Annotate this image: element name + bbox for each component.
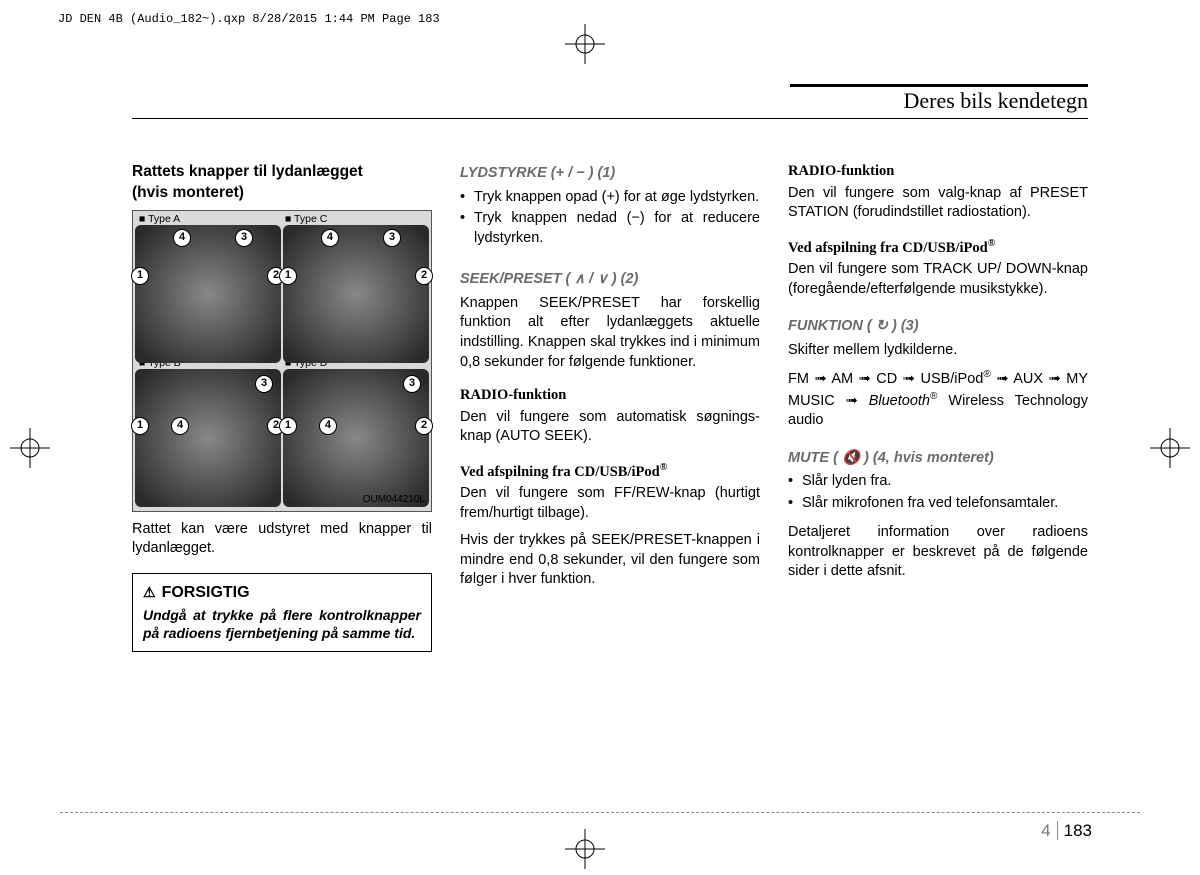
radio-body-1: Den vil fungere som automatisk søgnings-… xyxy=(460,408,760,447)
radio-body-2: Den vil fungere som valg-knap af PRESET … xyxy=(788,184,1088,223)
print-slug: JD DEN 4B (Audio_182~).qxp 8/28/2015 1:4… xyxy=(58,12,440,26)
mute-list: Slår lyden fra. Slår mikrofonen fra ved … xyxy=(788,472,1088,513)
crop-mark-top xyxy=(565,24,605,64)
caution-title: FORSIGTIG xyxy=(143,582,421,604)
fig-panel-d: 1 2 3 4 xyxy=(283,369,429,507)
function-body-1: Skifter mellem lydkilderne. xyxy=(788,341,1088,361)
crop-mark-right xyxy=(1150,428,1190,468)
callout-3: 3 xyxy=(403,375,421,393)
caution-box: FORSIGTIG Undgå at trykke på flere kontr… xyxy=(132,573,432,652)
heading-cd-1: Ved afspilning fra CD/USB/iPod® xyxy=(460,461,760,482)
column-1: Rattets knapper til lydanlægget (hvis mo… xyxy=(132,162,432,652)
cd-body-2: Hvis der trykkes på SEEK/PRESET-knappen … xyxy=(460,531,760,590)
callout-4: 4 xyxy=(319,417,337,435)
cd-body-3: Den vil fungere som TRACK UP/ DOWN-knap … xyxy=(788,260,1088,299)
callout-3: 3 xyxy=(235,229,253,247)
footer-rule xyxy=(60,812,1140,813)
callout-4: 4 xyxy=(173,229,191,247)
heading-function: FUNKTION ( ↻ ) (3) xyxy=(788,317,1088,337)
chapter-number: 4 xyxy=(1041,821,1057,840)
col1-heading: Rattets knapper til lydanlægget (hvis mo… xyxy=(132,162,432,204)
content-area: Rattets knapper til lydanlægget (hvis mo… xyxy=(132,162,1088,652)
heading-cd-2: Ved afspilning fra CD/USB/iPod® xyxy=(788,237,1088,258)
heading-volume: LYDSTYRKE (+ / − ) (1) xyxy=(460,164,760,184)
col1-body: Rattet kan være udstyret med knapper til… xyxy=(132,520,432,559)
col1-heading-line1: Rattets knapper til lydanlægget xyxy=(132,163,363,180)
column-2: LYDSTYRKE (+ / − ) (1) Tryk knappen opad… xyxy=(460,162,760,652)
crop-mark-bottom xyxy=(565,829,605,869)
outro-text: Detaljeret information over radioens kon… xyxy=(788,523,1088,582)
caution-body: Undgå at trykke på flere kontrolknapper … xyxy=(143,606,421,644)
callout-3: 3 xyxy=(255,375,273,393)
volume-item-up: Tryk knappen opad (+) for at øge lydstyr… xyxy=(460,188,760,208)
page-number: 4 183 xyxy=(1041,821,1092,841)
callout-1: 1 xyxy=(279,417,297,435)
callout-2: 2 xyxy=(415,267,433,285)
cd-body-1: Den vil fungere som FF/REW-knap (hurtigt… xyxy=(460,484,760,523)
heading-mute: MUTE ( 🔇 ) (4, hvis monteret) xyxy=(788,449,1088,469)
mute-item-2: Slår mikrofonen fra ved telefonsamtaler. xyxy=(788,494,1088,514)
callout-4: 4 xyxy=(171,417,189,435)
header-accent xyxy=(790,84,1088,87)
heading-radio-func-2: RADIO-funktion xyxy=(788,162,1088,182)
function-body-2: FM ➟ AM ➟ CD ➟ USB/iPod® ➟ AUX ➟ MY MUSI… xyxy=(788,368,1088,430)
callout-4: 4 xyxy=(321,229,339,247)
callout-1: 1 xyxy=(279,267,297,285)
mute-item-1: Slår lyden fra. xyxy=(788,472,1088,492)
fig-panel-b: 1 2 3 4 xyxy=(135,369,281,507)
seek-body: Knappen SEEK/PRESET har forskellig funkt… xyxy=(460,294,760,372)
page-header: Deres bils kendetegn xyxy=(904,88,1089,114)
callout-3: 3 xyxy=(383,229,401,247)
volume-item-down: Tryk knappen nedad (−) for at reducere l… xyxy=(460,209,760,248)
callout-1: 1 xyxy=(131,417,149,435)
column-3: RADIO-funktion Den vil fungere som valg-… xyxy=(788,162,1088,652)
volume-list: Tryk knappen opad (+) for at øge lydstyr… xyxy=(460,188,760,249)
figure-id: OUM044210L xyxy=(363,493,425,507)
header-rule xyxy=(132,118,1088,119)
steering-control-figure: ■ Type A ■ Type C ■ Type B ■ Type D 1 2 … xyxy=(132,210,432,512)
fig-panel-a: 1 2 3 4 xyxy=(135,225,281,363)
crop-mark-left xyxy=(10,428,50,468)
callout-2: 2 xyxy=(415,417,433,435)
fig-panel-c: 1 2 3 4 xyxy=(283,225,429,363)
col1-heading-line2: (hvis monteret) xyxy=(132,184,244,201)
callout-1: 1 xyxy=(131,267,149,285)
heading-radio-func-1: RADIO-funktion xyxy=(460,386,760,406)
page-num-value: 183 xyxy=(1064,821,1092,840)
heading-seek: SEEK/PRESET ( ∧ / ∨ ) (2) xyxy=(460,270,760,290)
